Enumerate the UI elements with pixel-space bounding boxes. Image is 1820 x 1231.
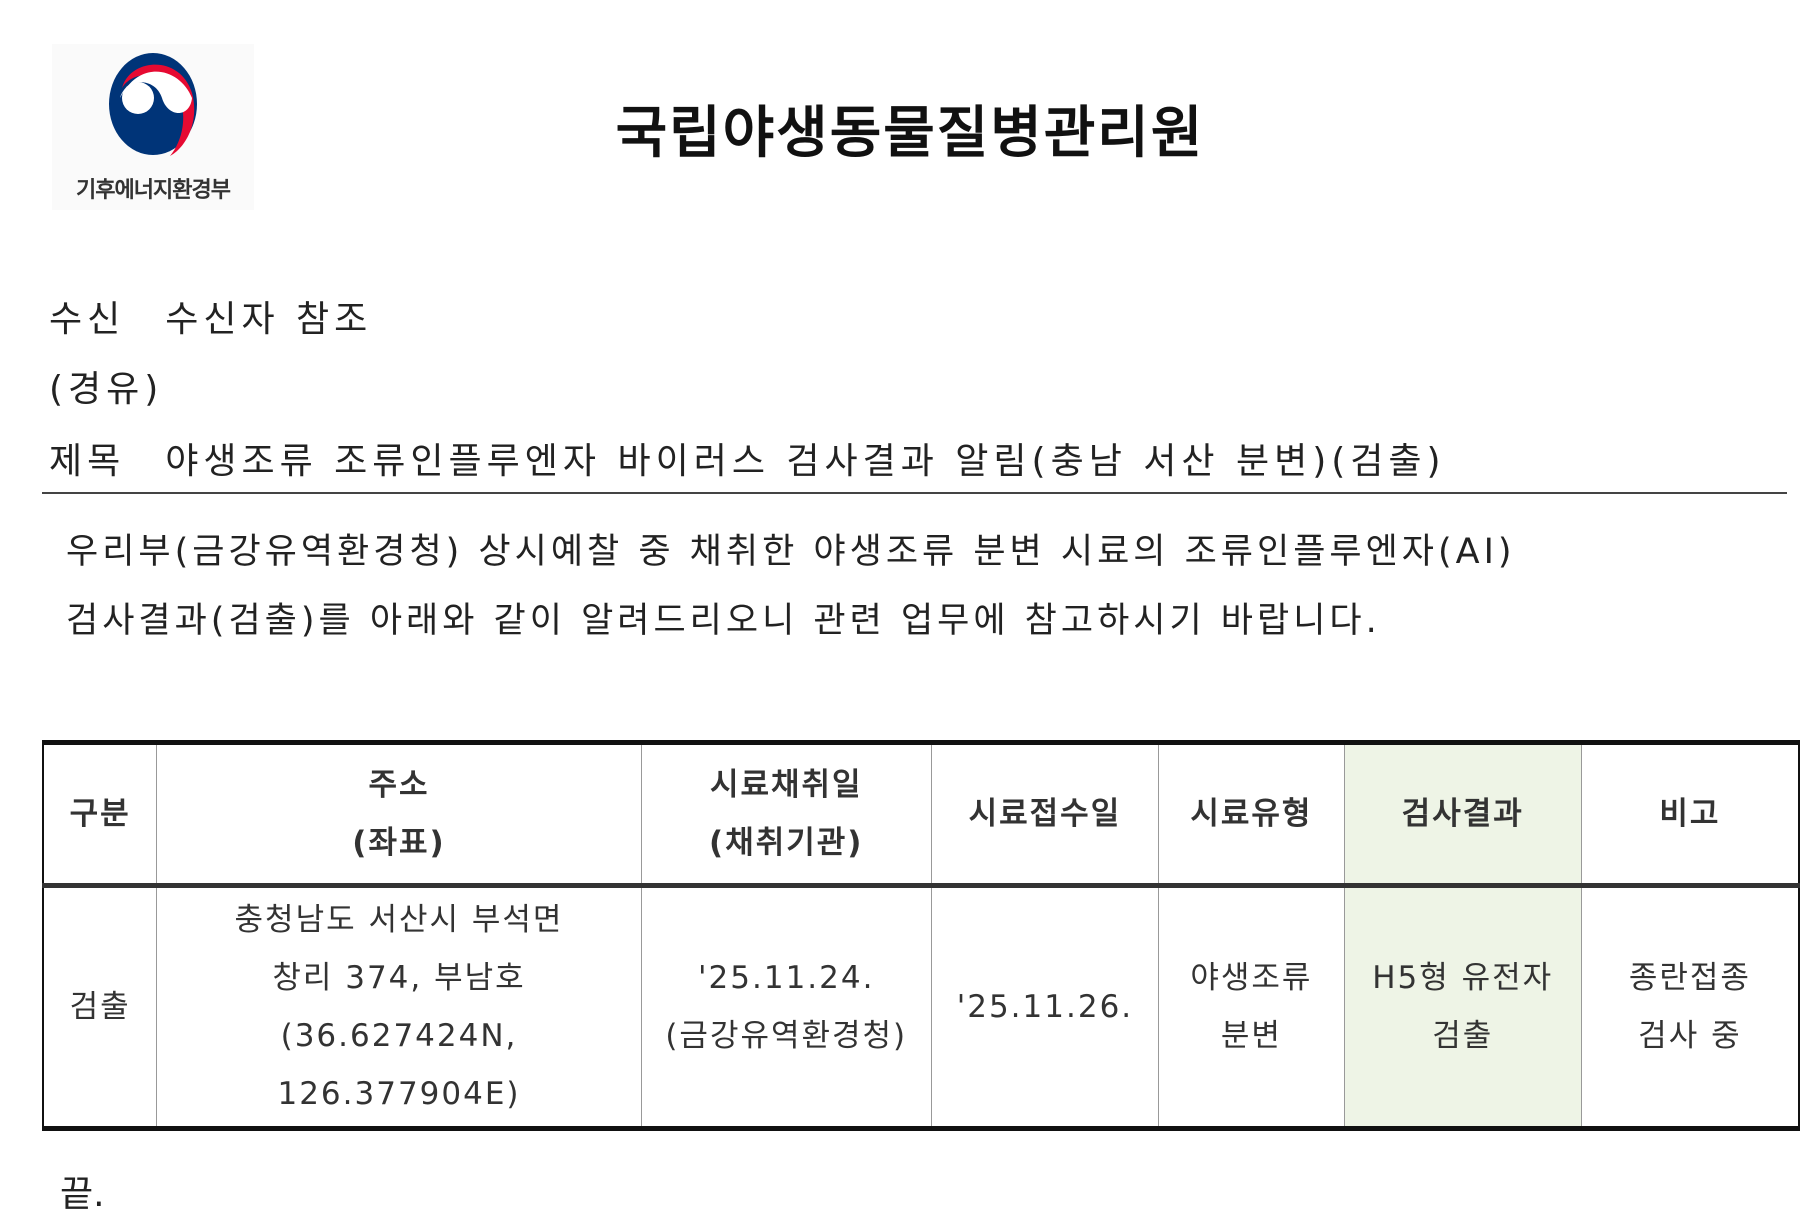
cell-text: 구분	[69, 796, 131, 832]
header-sampling-date: 시료채취일 (채취기관)	[640, 742, 932, 888]
cell-text: 시료채취일	[709, 767, 863, 803]
subject-line: 제목 야생조류 조류인플루엔자 바이러스 검사결과 알림(충남 서산 분변)(검출…	[49, 432, 1446, 484]
recipient-label: 수신	[49, 299, 126, 340]
cell-category: 검출	[42, 885, 157, 1129]
cell-text: 시료유형	[1190, 796, 1313, 832]
ministry-name: 기후에너지환경부	[76, 178, 231, 203]
cell-text: 분변	[1220, 1018, 1282, 1054]
cell-text: 주소	[368, 767, 430, 803]
page-title: 국립야생동물질병관리원	[615, 101, 1205, 166]
header-receipt-date: 시료접수일	[930, 742, 1159, 888]
cell-text: 비고	[1659, 796, 1721, 832]
cell-text: (36.627424N, 126.377904E)	[277, 1018, 521, 1112]
cell-sampling-date: '25.11.24. (금강유역환경청)	[640, 885, 932, 1129]
cell-text: 검출	[69, 989, 131, 1025]
table-header-row: 구분 주소 (좌표) 시료채취일 (채취기관) 시료접수일 시료유형 검사결과 비고	[42, 742, 1799, 888]
cell-text: 종란접종	[1628, 960, 1751, 996]
recipient-value: 수신자 참조	[165, 299, 373, 340]
subject-label: 제목	[49, 441, 126, 482]
header-category: 구분	[42, 742, 157, 888]
header-sample-type: 시료유형	[1158, 742, 1345, 888]
body-line: 우리부(금강유역환경청) 상시예찰 중 채취한 야생조류 분변 시료의 조류인플…	[66, 532, 1516, 572]
cell-text: (금강유역환경청)	[665, 1018, 908, 1054]
cell-text: 야생조류	[1190, 960, 1313, 996]
cell-text: (좌표)	[352, 825, 446, 861]
cell-text: 검사 중	[1638, 1018, 1742, 1054]
cell-receipt-date: '25.11.26.	[930, 885, 1159, 1129]
cell-text: 시료접수일	[968, 796, 1122, 832]
header-address: 주소 (좌표)	[156, 742, 642, 888]
end-mark: 끝.	[60, 1174, 105, 1215]
header-test-result: 검사결과	[1343, 742, 1582, 888]
cell-text: 충청남도 서산시 부석면	[234, 902, 564, 938]
result-table: 구분 주소 (좌표) 시료채취일 (채취기관) 시료접수일 시료유형 검사결과 비고 검출 충청남…	[42, 740, 1800, 1131]
subject-value: 야생조류 조류인플루엔자 바이러스 검사결과 알림(충남 서산 분변)(검출)	[165, 441, 1446, 482]
cell-text: 검출	[1432, 1018, 1494, 1054]
header-remarks: 비고	[1580, 742, 1799, 888]
recipient-line: 수신 수신자 참조	[49, 290, 372, 342]
cell-text: 창리 374, 부남호	[272, 960, 526, 996]
divider	[42, 492, 1787, 494]
ministry-logo: 기후에너지환경부	[52, 44, 254, 210]
cell-text: '25.11.24.	[698, 960, 875, 996]
body-line: 검사결과(검출)를 아래와 같이 알려드리오니 관련 업무에 참고하시기 바랍니…	[66, 601, 1381, 641]
via-line: (경유)	[49, 369, 164, 410]
cell-text: '25.11.26.	[956, 989, 1134, 1025]
cell-text: 검사결과	[1401, 796, 1524, 832]
government-emblem-icon	[109, 53, 197, 156]
cell-text: H5형 유전자	[1372, 960, 1554, 996]
cell-text: (채취기관)	[709, 825, 864, 861]
